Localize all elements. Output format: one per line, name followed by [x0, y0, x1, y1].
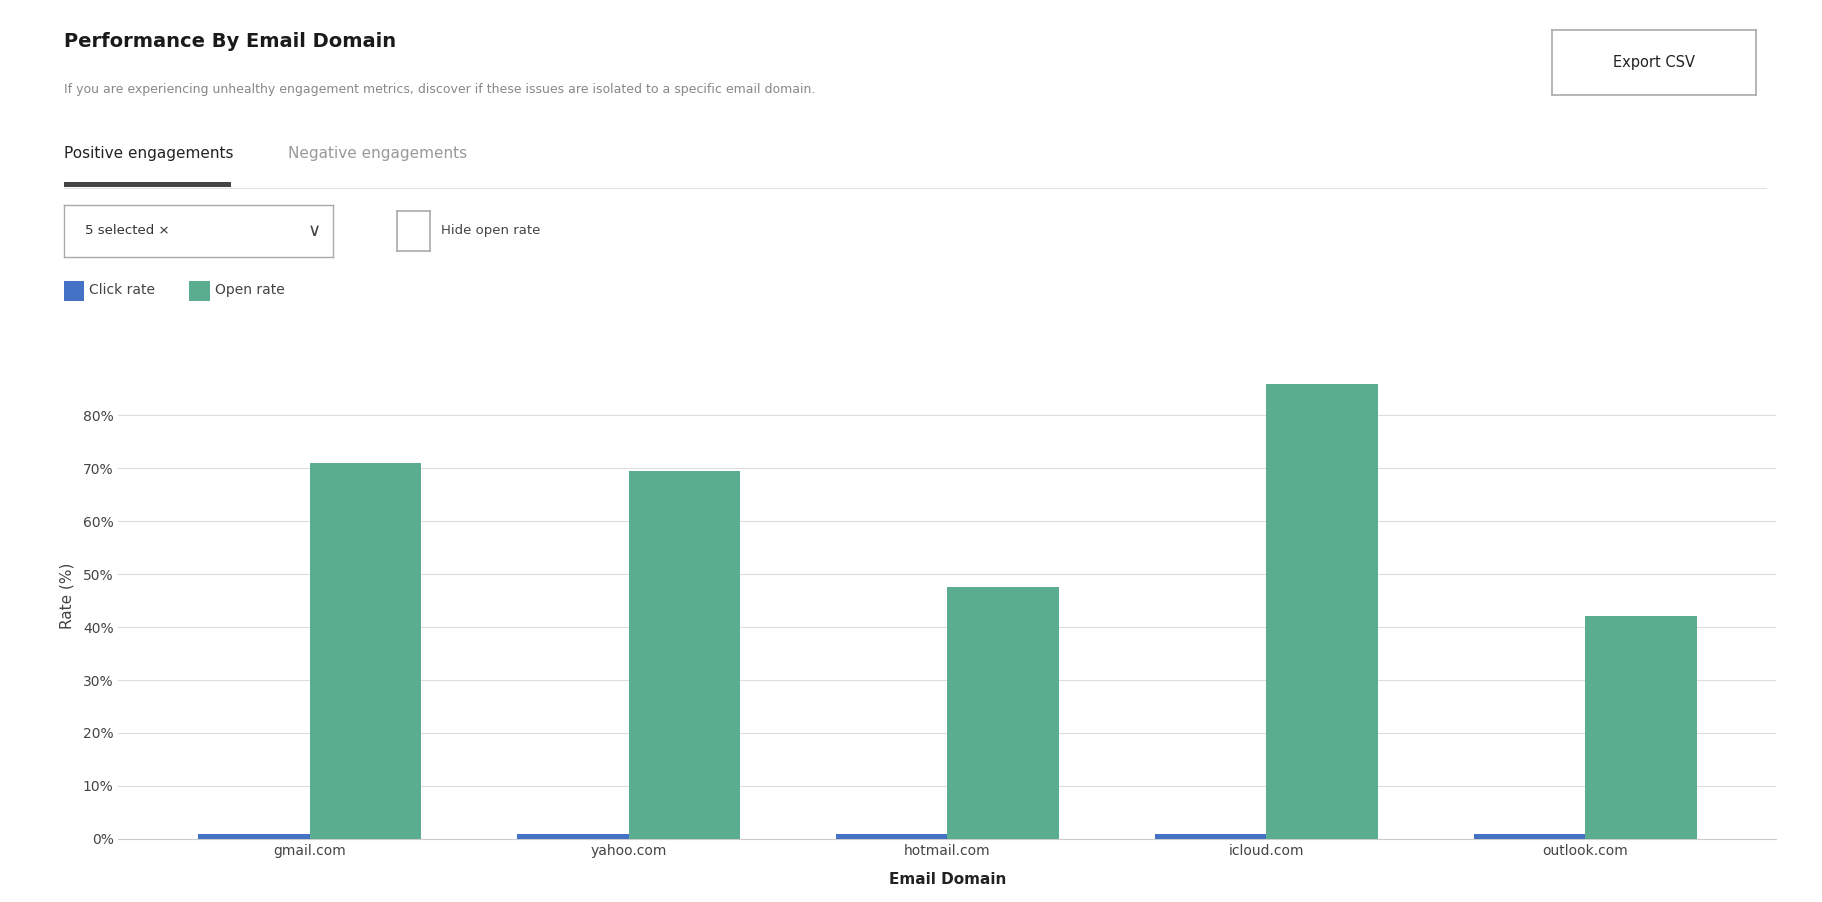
Bar — [310, 463, 421, 839]
Text: Performance By Email Domain: Performance By Email Domain — [64, 32, 395, 51]
X-axis label: Email Domain: Email Domain — [889, 871, 1006, 887]
Bar — [199, 833, 310, 839]
Bar — [1474, 833, 1585, 839]
Y-axis label: Rate (%): Rate (%) — [60, 562, 75, 629]
Bar — [517, 833, 629, 839]
Bar — [1266, 383, 1377, 839]
Text: Export CSV: Export CSV — [1612, 55, 1696, 69]
Text: 5 selected ×: 5 selected × — [86, 225, 169, 237]
Bar — [947, 587, 1059, 839]
Text: Hide open rate: Hide open rate — [441, 225, 541, 237]
Text: Click rate: Click rate — [89, 283, 155, 298]
Text: Negative engagements: Negative engagements — [288, 146, 466, 161]
Bar — [1585, 616, 1696, 839]
Text: If you are experiencing unhealthy engagement metrics, discover if these issues a: If you are experiencing unhealthy engage… — [64, 83, 814, 96]
Bar — [629, 471, 740, 839]
Bar — [836, 833, 947, 839]
Text: Open rate: Open rate — [215, 283, 284, 298]
Text: Positive engagements: Positive engagements — [64, 146, 233, 161]
Bar — [1155, 833, 1266, 839]
Text: ∨: ∨ — [308, 222, 321, 240]
